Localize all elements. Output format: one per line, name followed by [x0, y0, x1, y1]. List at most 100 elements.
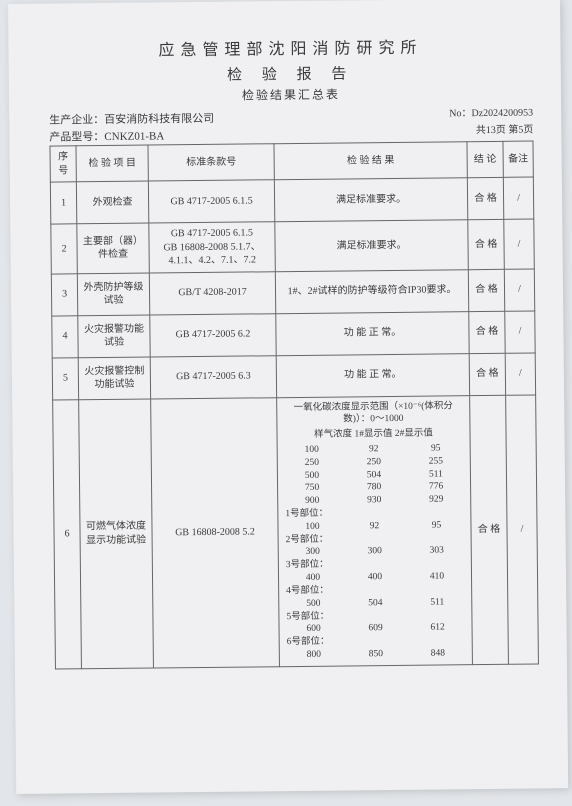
- row6-sub-value: 609: [344, 622, 406, 635]
- docno-value: Dz2024200953: [471, 108, 533, 120]
- row6-intro2: 样气浓度 1#显示值 2#显示值: [280, 427, 466, 442]
- cell-remark: /: [504, 219, 535, 269]
- row6-sub-value: 850: [345, 648, 407, 661]
- row6-sub-value: 400: [344, 571, 406, 584]
- cell-concl: 合 格: [469, 311, 505, 353]
- row6-sub-value: 300: [344, 545, 406, 558]
- cell-result: 功 能 正 常。: [276, 353, 469, 397]
- table-row: 1外观检查GB 4717-2005 6.1.5满足标准要求。合 格/: [50, 177, 533, 224]
- col-idx: 序号: [50, 146, 76, 182]
- cell-result: 1#、2#试样的防护等级符合IP30要求。: [275, 269, 468, 313]
- row6-sub-value-row: 800850848: [283, 647, 469, 662]
- row6-sub-value-row: 1009295: [281, 519, 467, 534]
- results-table: 序号 检 验 项 目 标准条款号 检 验 结 果 结 论 备注 1外观检查GB …: [49, 141, 538, 670]
- cell-std: GB 4717-2005 6.2: [150, 313, 276, 356]
- cell-item: 外壳防护等级试验: [77, 273, 149, 316]
- col-item: 检 验 项 目: [76, 145, 148, 182]
- cell-result: 满足标准要求。: [274, 178, 467, 222]
- cell-idx: 1: [50, 182, 76, 224]
- cell-idx: 3: [51, 273, 77, 315]
- model-label: 产品型号：: [49, 131, 104, 144]
- col-result: 检 验 结 果: [274, 142, 467, 180]
- row6-sub-value: 500: [282, 597, 344, 610]
- row6-data-cell: 900: [281, 495, 343, 508]
- row6-sub-value-row: 300300303: [282, 545, 468, 560]
- model-value: CNKZ01-BA: [104, 130, 164, 143]
- cell-std: GB/T 4208-2017: [149, 271, 275, 314]
- row6-intro1: 一氧化碳浓度显示范围（×10⁻⁶(体积分数)）：0～1000: [280, 400, 466, 428]
- col-concl: 结 论: [467, 141, 503, 177]
- cell-idx: 2: [51, 224, 78, 274]
- subtitle: 检验结果汇总表: [49, 84, 533, 106]
- cell-std: GB 4717-2005 6.1.5: [148, 180, 274, 223]
- row6-data-cell: 511: [405, 468, 467, 481]
- cell-result: 满足标准要求。: [275, 220, 469, 272]
- cell-idx: 5: [52, 357, 78, 399]
- page-info: 共13页 第5页: [476, 125, 534, 137]
- cell-remark: /: [505, 311, 535, 353]
- cell-remark: /: [505, 352, 535, 394]
- row6-sub-value: 504: [344, 597, 406, 610]
- row6-sub-value-row: 400400410: [282, 570, 468, 585]
- row6-data-cell: 95: [405, 442, 467, 455]
- cell-concl: 合 格: [470, 395, 509, 665]
- cell-concl: 合 格: [468, 269, 504, 311]
- row6-data-cell: 100: [281, 443, 343, 456]
- row6-sub-value: 612: [406, 622, 468, 635]
- row6-sub-value: 600: [283, 623, 345, 636]
- cell-remark: /: [503, 177, 533, 219]
- row6-sub-value-row: 500504511: [282, 596, 468, 611]
- row6-sub-value: 95: [405, 519, 467, 532]
- table-row: 6可燃气体浓度显示功能试验GB 16808-2008 5.2一氧化碳浓度显示范围…: [53, 394, 539, 668]
- cell-remark: /: [506, 394, 539, 664]
- row6-data-cell: 500: [281, 469, 343, 482]
- cell-result-row6: 一氧化碳浓度显示范围（×10⁻⁶(体积分数)）：0～1000样气浓度 1#显示值…: [277, 395, 473, 666]
- row6-sub-value-row: 600609612: [283, 622, 469, 637]
- table-row: 4火灾报警功能试验GB 4717-2005 6.2功 能 正 常。合 格/: [52, 311, 535, 358]
- cell-item: 火灾报警功能试验: [78, 315, 150, 358]
- cell-concl: 合 格: [469, 353, 505, 395]
- row6-sub-value: 300: [282, 546, 344, 559]
- row6-sub-value: 410: [406, 570, 468, 583]
- cell-item: 主要部（器）件检查: [77, 223, 150, 273]
- row6-data-cell: 250: [281, 456, 343, 469]
- cell-std: GB 4717-2005 6.1.5 GB 16808-2008 5.1.7、4…: [149, 222, 276, 273]
- row6-data-cell: 92: [343, 443, 405, 456]
- row6-data-cell: 780: [343, 481, 405, 494]
- row6-data-cell: 929: [405, 493, 467, 506]
- table-row: 2主要部（器）件检查GB 4717-2005 6.1.5 GB 16808-20…: [51, 219, 534, 274]
- table-header-row: 序号 检 验 项 目 标准条款号 检 验 结 果 结 论 备注: [50, 141, 533, 182]
- org-title: 应急管理部沈阳消防研究所: [48, 33, 532, 62]
- row6-sub-value: 511: [406, 596, 468, 609]
- row6-data-cell: 776: [405, 481, 467, 494]
- table-row: 3外壳防护等级试验GB/T 4208-20171#、2#试样的防护等级符合IP3…: [51, 269, 534, 316]
- cell-concl: 合 格: [467, 177, 503, 219]
- report-title: 检 验 报 告: [49, 61, 533, 87]
- row6-sub-value: 848: [407, 647, 469, 660]
- row6-data-row: 900930929: [281, 493, 467, 508]
- row6-sub-value: 92: [343, 520, 405, 533]
- cell-item: 外观检查: [76, 181, 148, 224]
- row6-data-cell: 930: [343, 494, 405, 507]
- col-remark: 备注: [503, 141, 533, 177]
- company-value: 百安消防科技有限公司: [104, 113, 214, 126]
- document-sheet: 应急管理部沈阳消防研究所 检 验 报 告 检验结果汇总表 生产企业：百安消防科技…: [8, 0, 568, 794]
- row6-data-cell: 250: [343, 456, 405, 469]
- row6-data-cell: 750: [281, 482, 343, 495]
- cell-concl: 合 格: [468, 219, 505, 269]
- row6-sub-value: 800: [283, 648, 345, 661]
- cell-std: GB 16808-2008 5.2: [151, 397, 280, 668]
- table-row: 5火灾报警控制功能试验GB 4717-2005 6.3功 能 正 常。合 格/: [52, 352, 535, 399]
- cell-idx: 6: [53, 399, 82, 669]
- cell-std: GB 4717-2005 6.3: [150, 355, 276, 398]
- row6-data-cell: 255: [405, 455, 467, 468]
- cell-result: 功 能 正 常。: [276, 311, 469, 355]
- row6-inner-table: 1009295250250255500504511750780776900930…: [281, 442, 469, 662]
- row6-sub-value: 303: [406, 545, 468, 558]
- cell-idx: 4: [52, 315, 78, 357]
- cell-remark: /: [504, 269, 534, 311]
- cell-item: 可燃气体浓度显示功能试验: [79, 399, 154, 669]
- company-label: 生产企业：: [49, 114, 104, 127]
- col-std: 标准条款号: [148, 144, 274, 181]
- docno-label: No：: [449, 108, 471, 119]
